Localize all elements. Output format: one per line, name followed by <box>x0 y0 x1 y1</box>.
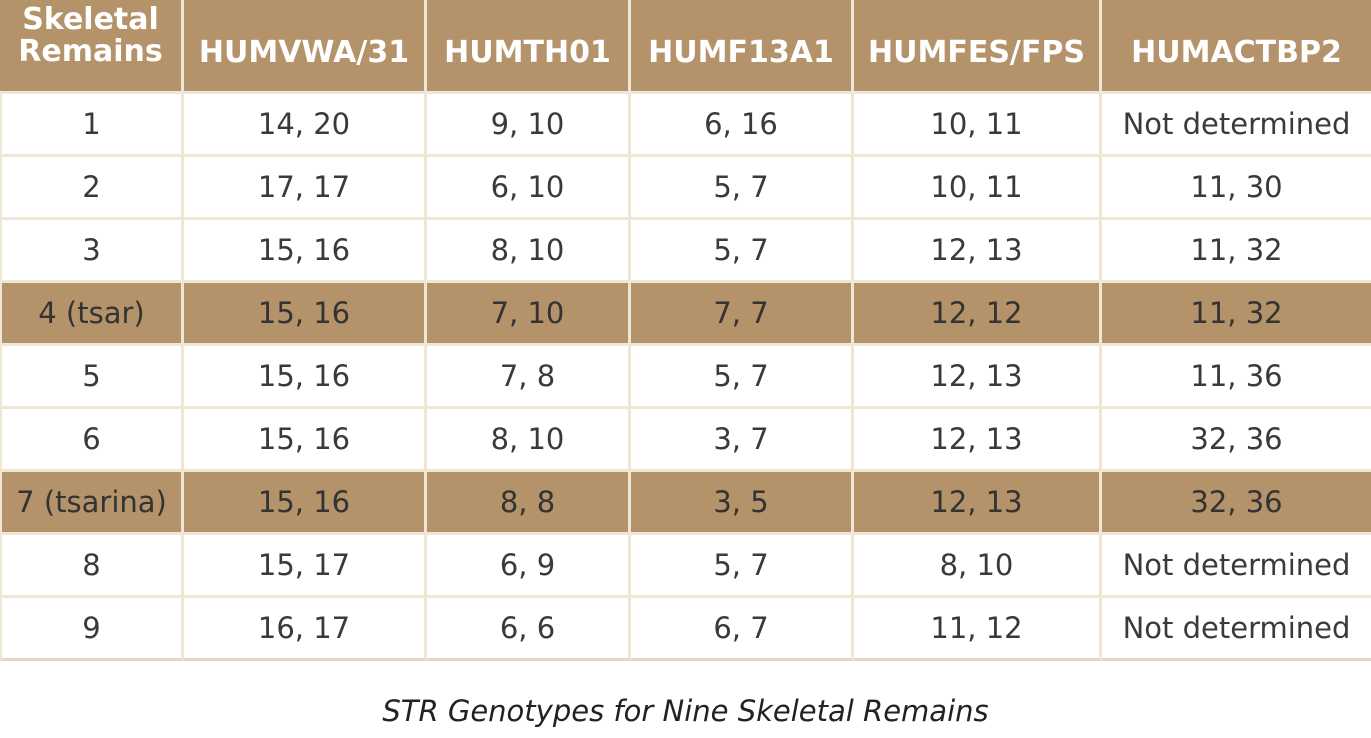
cell-humf13a1: 5, 7 <box>631 346 854 409</box>
cell-skeletal-remains: 4 (tsar) <box>0 283 184 346</box>
cell-humf13a1: 6, 16 <box>631 94 854 157</box>
cell-humf13a1: 6, 7 <box>631 598 854 661</box>
cell-humfes-fps: 12, 13 <box>854 472 1102 535</box>
table-header: Skeletal Remains HUMVWA/31 HUMTH01 HUMF1… <box>0 0 1371 94</box>
table-row: 4 (tsar) 15, 16 7, 10 7, 7 12, 12 11, 32 <box>0 283 1371 346</box>
cell-humvwa31: 15, 16 <box>184 472 427 535</box>
cell-humth01: 8, 10 <box>427 409 631 472</box>
cell-humth01: 6, 6 <box>427 598 631 661</box>
cell-humactbp2: 32, 36 <box>1102 409 1371 472</box>
cell-humfes-fps: 12, 13 <box>854 409 1102 472</box>
cell-humf13a1: 7, 7 <box>631 283 854 346</box>
header-humth01: HUMTH01 <box>427 0 631 94</box>
cell-humactbp2: 32, 36 <box>1102 472 1371 535</box>
cell-humth01: 9, 10 <box>427 94 631 157</box>
cell-skeletal-remains: 2 <box>0 157 184 220</box>
cell-skeletal-remains: 9 <box>0 598 184 661</box>
cell-humf13a1: 3, 5 <box>631 472 854 535</box>
header-humfes-fps: HUMFES/FPS <box>854 0 1102 94</box>
header-row: Skeletal Remains HUMVWA/31 HUMTH01 HUMF1… <box>0 0 1371 94</box>
cell-humvwa31: 14, 20 <box>184 94 427 157</box>
str-genotype-table: Skeletal Remains HUMVWA/31 HUMTH01 HUMF1… <box>0 0 1371 661</box>
cell-humf13a1: 3, 7 <box>631 409 854 472</box>
cell-humactbp2: Not determined <box>1102 94 1371 157</box>
cell-humf13a1: 5, 7 <box>631 157 854 220</box>
cell-humfes-fps: 8, 10 <box>854 535 1102 598</box>
header-humactbp2: HUMACTBP2 <box>1102 0 1371 94</box>
cell-humactbp2: 11, 32 <box>1102 220 1371 283</box>
cell-humactbp2: Not determined <box>1102 535 1371 598</box>
table-row: 7 (tsarina) 15, 16 8, 8 3, 5 12, 13 32, 36 <box>0 472 1371 535</box>
table-row: 5 15, 16 7, 8 5, 7 12, 13 11, 36 <box>0 346 1371 409</box>
cell-humf13a1: 5, 7 <box>631 220 854 283</box>
table-caption: STR Genotypes for Nine Skeletal Remains <box>382 694 989 728</box>
header-skeletal-remains-line2: Remains <box>18 34 163 69</box>
cell-humth01: 7, 8 <box>427 346 631 409</box>
cell-humth01: 8, 8 <box>427 472 631 535</box>
cell-humfes-fps: 12, 12 <box>854 283 1102 346</box>
cell-humfes-fps: 11, 12 <box>854 598 1102 661</box>
cell-humth01: 6, 9 <box>427 535 631 598</box>
table-row: 3 15, 16 8, 10 5, 7 12, 13 11, 32 <box>0 220 1371 283</box>
cell-skeletal-remains: 5 <box>0 346 184 409</box>
cell-humactbp2: 11, 32 <box>1102 283 1371 346</box>
cell-skeletal-remains: 1 <box>0 94 184 157</box>
header-skeletal-remains-line1: Skeletal <box>22 2 159 37</box>
cell-humfes-fps: 12, 13 <box>854 346 1102 409</box>
cell-humvwa31: 15, 16 <box>184 220 427 283</box>
cell-humvwa31: 15, 17 <box>184 535 427 598</box>
cell-humth01: 8, 10 <box>427 220 631 283</box>
table-row: 6 15, 16 8, 10 3, 7 12, 13 32, 36 <box>0 409 1371 472</box>
cell-humfes-fps: 10, 11 <box>854 94 1102 157</box>
cell-humactbp2: 11, 36 <box>1102 346 1371 409</box>
cell-skeletal-remains: 6 <box>0 409 184 472</box>
cell-humfes-fps: 12, 13 <box>854 220 1102 283</box>
table-row: 1 14, 20 9, 10 6, 16 10, 11 Not determined <box>0 94 1371 157</box>
header-humf13a1: HUMF13A1 <box>631 0 854 94</box>
header-skeletal-remains: Skeletal Remains <box>0 0 184 94</box>
cell-humth01: 7, 10 <box>427 283 631 346</box>
table-row: 8 15, 17 6, 9 5, 7 8, 10 Not determined <box>0 535 1371 598</box>
table-row: 2 17, 17 6, 10 5, 7 10, 11 11, 30 <box>0 157 1371 220</box>
header-humvwa31: HUMVWA/31 <box>184 0 427 94</box>
cell-humvwa31: 15, 16 <box>184 409 427 472</box>
cell-humactbp2: Not determined <box>1102 598 1371 661</box>
cell-humvwa31: 15, 16 <box>184 346 427 409</box>
cell-humactbp2: 11, 30 <box>1102 157 1371 220</box>
table-body: 1 14, 20 9, 10 6, 16 10, 11 Not determined 2 17… <box>0 94 1371 661</box>
cell-humvwa31: 17, 17 <box>184 157 427 220</box>
cell-humf13a1: 5, 7 <box>631 535 854 598</box>
cell-humvwa31: 15, 16 <box>184 283 427 346</box>
cell-humth01: 6, 10 <box>427 157 631 220</box>
cell-humvwa31: 16, 17 <box>184 598 427 661</box>
cell-humfes-fps: 10, 11 <box>854 157 1102 220</box>
cell-skeletal-remains: 7 (tsarina) <box>0 472 184 535</box>
cell-skeletal-remains: 8 <box>0 535 184 598</box>
table-row: 9 16, 17 6, 6 6, 7 11, 12 Not determined <box>0 598 1371 661</box>
cell-skeletal-remains: 3 <box>0 220 184 283</box>
str-genotype-table-container: Skeletal Remains HUMVWA/31 HUMTH01 HUMF1… <box>0 0 1371 661</box>
